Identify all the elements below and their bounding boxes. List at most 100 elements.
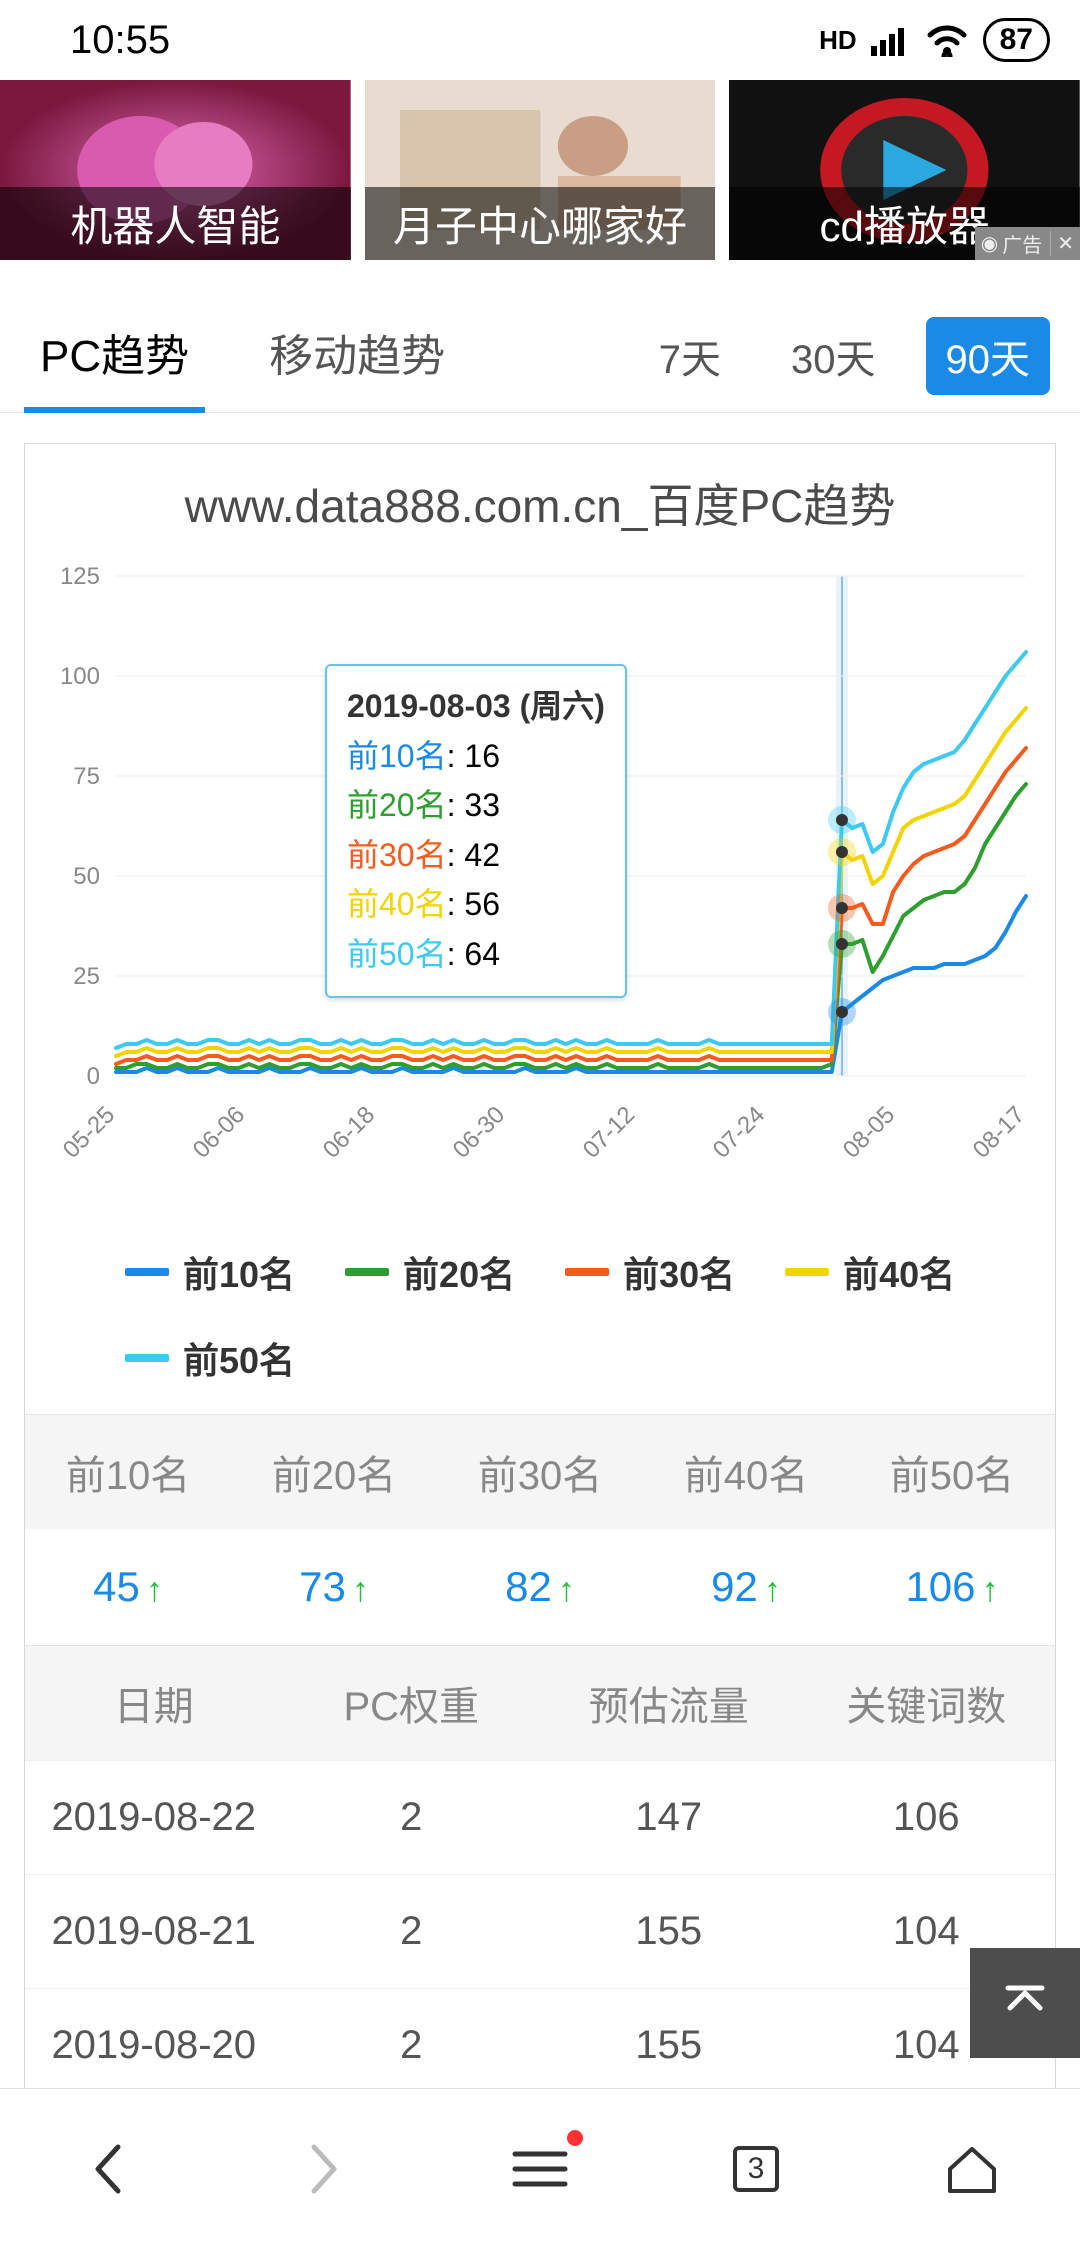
home-icon (942, 2141, 1002, 2197)
status-bar: 10:55 HD 87 (0, 0, 1080, 80)
stats-head-cell: 前10名 (25, 1415, 231, 1529)
stats-value-cell: 45↑ (25, 1529, 231, 1645)
battery-indicator: 87 (983, 18, 1050, 62)
chart-panel: www.data888.com.cn_百度PC趋势 0 25 50 75 100 125 0… (24, 443, 1056, 2103)
range-selector: 7天 30天 90天 (639, 317, 1050, 395)
menu-icon (510, 2144, 570, 2194)
table-row[interactable]: 2019-08-222147106 (25, 1760, 1055, 1874)
stats-value-cell: 92↑ (643, 1529, 849, 1645)
legend-item[interactable]: 前20名 (345, 1246, 515, 1298)
tooltip-row: 前50名: 64 (347, 930, 605, 980)
range-7d[interactable]: 7天 (639, 317, 741, 395)
notification-dot (567, 2130, 583, 2146)
legend-swatch (565, 1268, 609, 1276)
close-icon[interactable]: ✕ (1050, 231, 1074, 256)
legend-item[interactable]: 前50名 (125, 1332, 295, 1384)
legend-label: 前30名 (623, 1246, 735, 1298)
svg-text:0: 0 (87, 1063, 100, 1090)
tab-count: 3 (748, 2152, 765, 2186)
chevron-right-icon (304, 2139, 344, 2199)
ad-label: 月子中心哪家好 (365, 187, 716, 260)
legend-swatch (125, 1268, 169, 1276)
table-row[interactable]: 2019-08-212155104 (25, 1874, 1055, 1988)
legend-item[interactable]: 前30名 (565, 1246, 735, 1298)
svg-text:125: 125 (60, 563, 100, 590)
table-cell: 2 (283, 1875, 541, 1988)
ad-label: 机器人智能 (0, 187, 351, 260)
svg-text:50: 50 (73, 863, 100, 890)
table-cell: 106 (798, 1761, 1056, 1874)
ad-disclosure-text: 广告 (1002, 229, 1042, 258)
sponsor-icon: ◉ (981, 231, 998, 256)
svg-text:06-06: 06-06 (188, 1101, 251, 1164)
legend-label: 前50名 (183, 1332, 295, 1384)
tooltip-row: 前40名: 56 (347, 880, 605, 930)
table-cell: 2 (283, 1761, 541, 1874)
nav-back-button[interactable] (73, 2134, 143, 2204)
legend-label: 前40名 (843, 1246, 955, 1298)
wifi-icon (925, 23, 969, 57)
stats-value-cell: 82↑ (437, 1529, 643, 1645)
svg-text:05-25: 05-25 (58, 1101, 121, 1164)
browser-nav-bar: 3 (0, 2088, 1080, 2248)
tooltip-row: 前20名: 33 (347, 781, 605, 831)
nav-menu-button[interactable] (505, 2134, 575, 2204)
scroll-top-button[interactable] (970, 1948, 1080, 2058)
svg-text:06-30: 06-30 (448, 1101, 511, 1164)
rank-stats-values: 45↑73↑82↑92↑106↑ (25, 1529, 1055, 1645)
stats-value-cell: 73↑ (231, 1529, 437, 1645)
svg-text:100: 100 (60, 663, 100, 690)
nav-forward-button[interactable] (289, 2134, 359, 2204)
trend-up-icon: ↑ (982, 1571, 999, 1609)
svg-text:07-24: 07-24 (708, 1101, 771, 1164)
svg-text:25: 25 (73, 963, 100, 990)
svg-text:07-12: 07-12 (578, 1101, 641, 1164)
legend-item[interactable]: 前10名 (125, 1246, 295, 1298)
range-30d[interactable]: 30天 (771, 317, 896, 395)
trend-up-icon: ↑ (352, 1571, 369, 1609)
table-cell: 2019-08-20 (25, 1989, 283, 2102)
ad-card[interactable]: 机器人智能 (0, 80, 351, 260)
table-row[interactable]: 2019-08-202155104 (25, 1988, 1055, 2102)
table-cell: 155 (540, 1989, 798, 2102)
svg-text:08-05: 08-05 (838, 1101, 901, 1164)
trend-up-icon: ↑ (764, 1571, 781, 1609)
stats-head-cell: 前30名 (437, 1415, 643, 1529)
chart-title: www.data888.com.cn_百度PC趋势 (25, 444, 1055, 546)
nav-home-button[interactable] (937, 2134, 1007, 2204)
rank-stats-header: 前10名前20名前30名前40名前50名 (25, 1414, 1055, 1529)
tab-pc-trend[interactable]: PC趋势 (30, 300, 199, 412)
stats-head-cell: 前20名 (231, 1415, 437, 1529)
ad-row: 机器人智能 月子中心哪家好 cd播放器 ◉ 广告 ✕ (0, 80, 1080, 260)
legend-swatch (345, 1268, 389, 1276)
trend-tabs: PC趋势 移动趋势 7天 30天 90天 (0, 260, 1080, 413)
nav-tabs-button[interactable]: 3 (721, 2134, 791, 2204)
svg-text:75: 75 (73, 763, 100, 790)
trend-up-icon: ↑ (558, 1571, 575, 1609)
clock-text: 10:55 (70, 18, 170, 63)
tooltip-title: 2019-08-03 (周六) (347, 682, 605, 732)
tooltip-row: 前10名: 16 (347, 732, 605, 782)
data-table-body: 2019-08-2221471062019-08-2121551042019-0… (25, 1760, 1055, 2102)
table-cell: 147 (540, 1761, 798, 1874)
tab-mobile-trend[interactable]: 移动趋势 (259, 300, 455, 412)
legend-item[interactable]: 前40名 (785, 1246, 955, 1298)
ad-card[interactable]: 月子中心哪家好 (365, 80, 716, 260)
hd-indicator: HD (819, 25, 857, 56)
range-90d[interactable]: 90天 (926, 317, 1051, 395)
signal-icon (871, 24, 911, 56)
legend-label: 前10名 (183, 1246, 295, 1298)
legend-swatch (125, 1354, 169, 1362)
table-cell: 2019-08-22 (25, 1761, 283, 1874)
trend-up-icon: ↑ (146, 1571, 163, 1609)
ad-disclosure[interactable]: ◉ 广告 ✕ (975, 227, 1080, 260)
tooltip-row: 前30名: 42 (347, 831, 605, 881)
chart-tooltip: 2019-08-03 (周六)前10名: 16前20名: 33前30名: 42前… (325, 664, 627, 998)
data-table-header: 日期PC权重预估流量关键词数 (25, 1645, 1055, 1760)
table-header-cell: 日期 (25, 1646, 283, 1760)
stats-head-cell: 前40名 (643, 1415, 849, 1529)
chart-legend: 前10名前20名 前30名 前40名前50名 (25, 1226, 1055, 1414)
svg-text:08-17: 08-17 (968, 1101, 1031, 1164)
chevron-left-icon (88, 2139, 128, 2199)
table-header-cell: PC权重 (283, 1646, 541, 1760)
